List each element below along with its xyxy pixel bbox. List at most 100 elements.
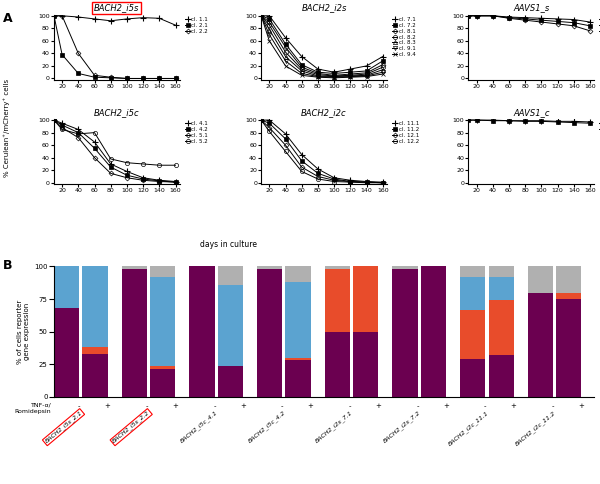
cl. 7.1 [331,69,338,75]
cl. 5.1 [75,135,82,140]
cl. 12.2 [314,176,322,182]
cl. 12.1 [257,117,265,123]
Bar [218,365,243,397]
Text: days in culture: days in culture [199,240,257,249]
Bar [82,348,107,354]
cl. 1.2 [538,17,545,23]
Text: +: + [172,403,178,409]
Text: -: - [281,403,284,409]
Text: BACH2_i5s_2.2: BACH2_i5s_2.2 [112,410,151,444]
Line: cl. 9.4: cl. 9.4 [259,14,385,80]
cl. 1.1 [489,117,496,123]
cl. 5.1 [156,179,163,184]
cl. 4.1 [75,127,82,133]
Bar [488,267,514,277]
cl. 12.1 [347,179,354,184]
cl. 1.1 [554,16,561,22]
Legend: cl. 1.1, cl. 2.1, cl. 2.2: cl. 1.1, cl. 2.1, cl. 2.2 [184,16,209,35]
Line: cl. 12.2: cl. 12.2 [259,118,385,185]
cl. 7.2 [331,71,338,76]
cl. 8.3 [363,73,370,78]
cl. 1.1 [570,16,577,22]
cl. 12.1 [266,125,273,131]
cl. 11.2 [331,176,338,182]
Line: cl. 8.2: cl. 8.2 [259,14,385,78]
Bar [353,332,379,397]
cl. 1.2 [473,117,480,123]
Title: AAVS1_c: AAVS1_c [513,107,550,117]
cl. 2.2 [75,50,82,56]
cl. 4.1 [172,179,179,184]
cl. 8.2 [257,13,265,19]
cl. 1.2 [489,13,496,19]
cl. 1.1 [586,119,593,125]
cl. 12.2 [379,180,386,186]
Text: -: - [349,403,351,409]
Text: A: A [3,12,13,25]
cl. 8.2 [379,64,386,70]
cl. 1.1 [521,15,529,20]
Text: B: B [3,259,13,272]
cl. 1.1 [140,15,147,20]
Line: cl. 1.1: cl. 1.1 [50,12,179,29]
cl. 1.2 [586,121,593,126]
Title: BACH2_i2s: BACH2_i2s [301,3,347,13]
cl. 7.2 [379,58,386,64]
Text: +: + [104,403,110,409]
Bar [556,292,581,299]
Bar [460,277,485,310]
Line: cl. 1.2: cl. 1.2 [466,14,592,28]
Text: BACH2_i5c_4.2: BACH2_i5c_4.2 [247,410,286,444]
cl. 8.1 [347,71,354,77]
cl. 5.2 [50,117,58,123]
cl. 8.1 [331,73,338,78]
cl. 5.1 [124,175,131,181]
cl. 1.2 [538,119,545,124]
cl. 9.4 [347,75,354,80]
cl. 1.1 [521,118,529,123]
cl. 5.1 [59,125,66,131]
cl. 11.1 [314,166,322,172]
Bar [325,267,350,269]
Text: +: + [308,403,314,409]
cl. 12.2 [347,179,354,185]
cl. 7.2 [298,62,305,68]
cl. 8.3 [266,27,273,32]
cl. 2.1 [554,21,561,27]
Line: cl. 8.1: cl. 8.1 [259,14,385,77]
Text: BACH2_i2c_11.2: BACH2_i2c_11.2 [514,410,557,447]
cl. 12.2 [298,168,305,174]
Legend: cl. 7.1, cl. 7.2, cl. 8.1, cl. 8.2, cl. 8.3, cl. 9.1, cl. 9.4: cl. 7.1, cl. 7.2, cl. 8.1, cl. 8.2, cl. … [391,16,416,58]
Text: -: - [484,403,487,409]
cl. 9.4 [257,13,265,19]
cl. 2.2 [91,73,98,78]
Text: % Cerulean⁺/mCherry⁺ cells: % Cerulean⁺/mCherry⁺ cells [3,79,10,177]
cl. 11.1 [363,179,370,184]
cl. 1.1 [465,117,472,123]
cl. 2.1 [465,13,472,19]
cl. 1.1 [505,14,512,20]
cl. 1.2 [505,15,512,20]
Line: cl. 5.1: cl. 5.1 [52,119,177,184]
Bar [353,267,379,332]
cl. 1.1 [538,15,545,21]
cl. 11.2 [363,179,370,185]
cl. 12.1 [379,180,386,186]
Bar [488,277,514,301]
cl. 1.1 [59,13,66,19]
cl. 8.1 [298,64,305,70]
cl. 2.2 [50,13,58,19]
Text: TNF-α/
Romidepsin: TNF-α/ Romidepsin [15,403,52,413]
Line: cl. 4.1: cl. 4.1 [50,117,179,185]
cl. 5.1 [107,170,115,176]
cl. 9.4 [282,63,289,69]
Bar [150,365,175,369]
cl. 5.2 [75,131,82,137]
cl. 1.2 [570,120,577,125]
cl. 7.2 [363,68,370,74]
Bar [460,267,485,277]
cl. 11.1 [298,151,305,157]
cl. 12.1 [314,174,322,180]
cl. 4.2 [156,178,163,184]
cl. 1.1 [473,117,480,123]
